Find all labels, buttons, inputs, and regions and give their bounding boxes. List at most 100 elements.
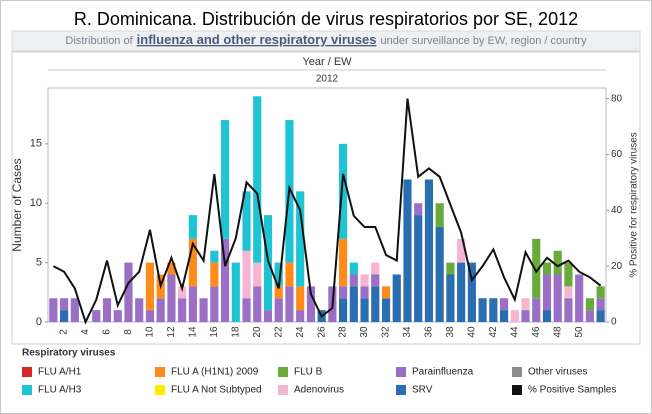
x-tick-label: 16 (209, 326, 220, 338)
bar-segment (231, 262, 240, 322)
x-tick-label: 36 (424, 326, 435, 338)
legend-swatch (278, 385, 288, 395)
chart-box (11, 51, 641, 345)
x-tick-label: 38 (445, 326, 456, 338)
y2-tick-label: 20 (611, 261, 623, 272)
bar-segment (521, 310, 530, 322)
x-tick-label: 42 (488, 326, 499, 338)
bar-segment (188, 286, 197, 322)
legend-swatch (155, 367, 165, 377)
legend-label: Other viruses (528, 367, 587, 378)
bar-segment (274, 298, 283, 322)
bar-segment (596, 310, 605, 322)
bar-segment (542, 274, 552, 311)
bar-segment (263, 310, 273, 322)
y2-tick-label: 80 (611, 93, 623, 104)
bar-segment (435, 203, 444, 227)
bar-segment (424, 179, 434, 322)
y-tick-label: 15 (30, 138, 42, 150)
line (52, 98, 602, 325)
y-tick-label: 0 (36, 316, 42, 328)
bar-segment (210, 286, 219, 322)
bar-segment (499, 298, 509, 311)
bar-segment (510, 310, 519, 322)
legend-label: FLU A/H3 (38, 385, 82, 396)
bar-segment (188, 215, 197, 239)
x-tick-label: 2 (59, 329, 70, 335)
bar-segment (242, 191, 251, 251)
bar-segment (92, 310, 101, 322)
bar-segment (478, 298, 487, 322)
bar-segment (285, 286, 294, 322)
bar-segment (253, 262, 262, 287)
bar-segment (296, 286, 305, 311)
bar-segment (553, 274, 562, 322)
bar-segment (435, 226, 444, 322)
bar-segment (532, 238, 541, 299)
x-header: Year / EW (302, 56, 352, 68)
bar-segment (70, 298, 79, 322)
bar-segment (135, 298, 144, 322)
bar-segment (296, 310, 305, 322)
bar-segment (285, 262, 294, 287)
x-tick-label: 14 (188, 326, 199, 338)
bar-segment (253, 286, 262, 322)
bar-segment (49, 298, 58, 322)
bar-segment (489, 298, 498, 322)
bar-segment (339, 238, 348, 287)
facet-label: 2012 (316, 74, 339, 85)
bar-segment (349, 262, 358, 275)
legend-label: Adenovirus (294, 385, 344, 396)
bar-segment (542, 310, 552, 322)
bar-segment (585, 310, 594, 322)
legend-swatch (512, 385, 522, 395)
bar-segment (457, 238, 466, 263)
x-tick-label: 32 (381, 326, 392, 338)
bar-segment (102, 298, 112, 322)
bar-segment (371, 262, 380, 275)
legend-label: FLU B (294, 367, 323, 378)
bar-segment (499, 310, 509, 322)
bar-segment (542, 262, 552, 275)
x-tick-label: 12 (166, 326, 177, 338)
bar-segment (457, 262, 466, 322)
y2-tick-label: 0 (611, 317, 617, 328)
x-tick-label: 34 (402, 326, 413, 338)
bar-segment (349, 286, 358, 322)
legend-swatch (396, 385, 406, 395)
bar-segment (167, 262, 176, 275)
bar-segment (392, 274, 401, 322)
bar-segment (60, 298, 69, 311)
bar-segment (306, 286, 315, 322)
bar-segment (575, 274, 584, 322)
bar-segment (188, 238, 197, 287)
legend-title: Respiratory viruses (22, 348, 116, 359)
bar-segment (564, 298, 573, 322)
legend-label: % Positive Samples (528, 385, 616, 396)
bar-segment (521, 298, 530, 311)
bar-segment (178, 298, 187, 322)
subtitle-bar (11, 30, 641, 52)
x-tick-label: 4 (80, 329, 91, 335)
bar-segment (596, 298, 605, 311)
subtitle-part: under surveillance by EW, region / count… (381, 35, 588, 47)
legend-label: Parainfluenza (412, 367, 474, 378)
bar-segment (381, 298, 391, 322)
y-axis-title: Number of Cases (10, 158, 24, 251)
bar-segment (339, 286, 348, 299)
legend-swatch (155, 385, 165, 395)
x-tick-label: 48 (552, 326, 563, 338)
bar-segment (60, 310, 69, 322)
x-tick-label: 8 (123, 329, 134, 335)
x-tick-label: 44 (509, 326, 520, 338)
bar-segment (349, 274, 358, 287)
bar-segment (360, 286, 369, 299)
bar-segment (274, 262, 283, 287)
bar-segment (596, 286, 605, 299)
y2-axis-title: % Positive for respiratory viruses (629, 132, 640, 278)
legend-swatch (512, 367, 522, 377)
legend-label: SRV (412, 385, 433, 396)
legend-label: FLU A/H1 (38, 367, 82, 378)
